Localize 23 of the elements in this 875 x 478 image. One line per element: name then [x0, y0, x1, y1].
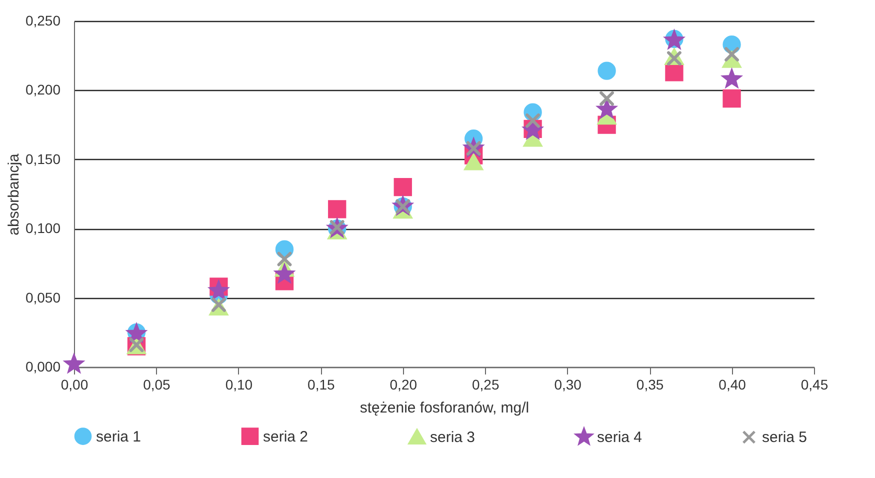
x-axis-title: stężenie fosforanów, mg/l	[360, 400, 530, 416]
x-tick-label: 0,25	[472, 376, 500, 392]
x-tick-label: 0,35	[636, 376, 664, 392]
x-tick-label: 0,40	[718, 376, 746, 392]
y-tick-label: 0,000	[25, 358, 61, 374]
y-tick-label: 0,100	[25, 220, 61, 236]
y-axis-title: absorbancja	[5, 152, 22, 236]
x-tick-label: 0,45	[800, 376, 828, 392]
y-tick-label: 0,150	[25, 150, 61, 167]
legend-label: seria 5	[762, 429, 808, 446]
y-tick-label: 0,050	[25, 289, 61, 306]
legend-label: seria 4	[597, 429, 642, 446]
legend-label: seria 3	[430, 428, 476, 446]
y-tick-label: 0,250	[25, 12, 61, 28]
x-tick-label: 0,15	[308, 376, 336, 392]
x-tick-label: 0,00	[60, 376, 88, 392]
legend-label: seria 1	[96, 428, 142, 446]
x-tick-label: 0,20	[390, 376, 418, 392]
x-tick-label: 0,10	[225, 376, 253, 392]
x-tick-label: 0,05	[143, 376, 171, 392]
y-tick-label: 0,200	[25, 82, 61, 98]
x-tick-label: 0,30	[554, 376, 582, 392]
legend-label: seria 2	[263, 428, 308, 446]
